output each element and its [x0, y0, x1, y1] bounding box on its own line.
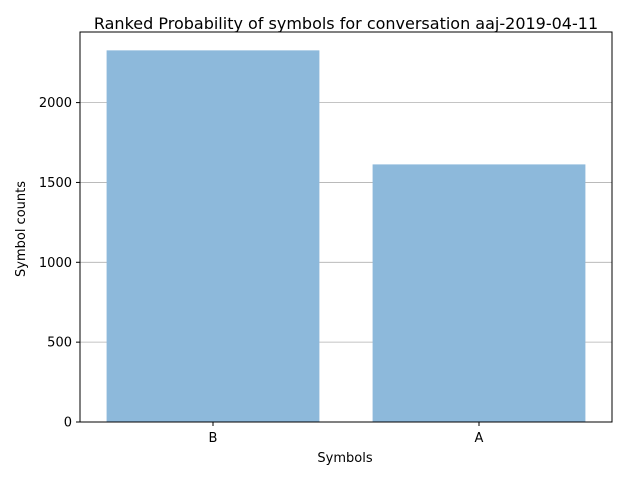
x-tick-label: B: [209, 431, 218, 446]
bar-A: [372, 164, 586, 423]
plot-frame: [79, 31, 613, 423]
bars: [106, 50, 586, 423]
y-tick-label: 2000: [39, 96, 72, 111]
y-axis-ticks: 0 500 1000 1500 2000: [39, 96, 80, 431]
x-axis-label: Symbols: [317, 451, 372, 466]
bar-B: [106, 50, 320, 423]
y-tick-label: 1000: [39, 256, 72, 271]
y-tick-label: 500: [47, 336, 72, 351]
y-axis-label: Symbol counts: [14, 181, 29, 277]
x-tick-label: A: [475, 431, 484, 446]
y-tick-label: 0: [64, 416, 72, 431]
y-tick-label: 1500: [39, 176, 72, 191]
chart-title: Ranked Probability of symbols for conver…: [94, 14, 598, 33]
